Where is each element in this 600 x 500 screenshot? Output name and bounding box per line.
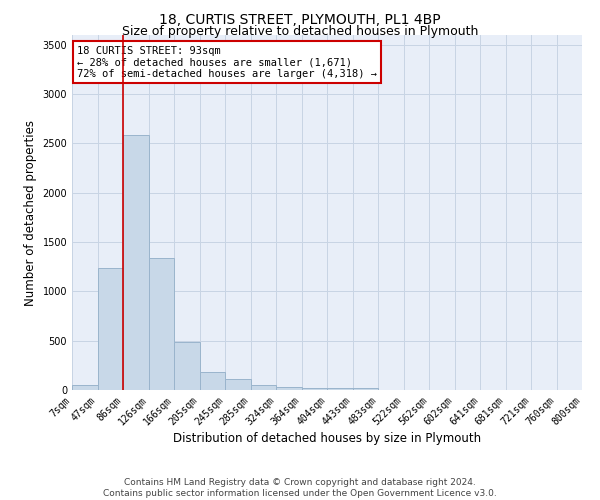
- Bar: [97, 268, 123, 390]
- Bar: [353, 388, 378, 390]
- Bar: [149, 258, 174, 390]
- Bar: [302, 388, 327, 390]
- Text: 18, CURTIS STREET, PLYMOUTH, PL1 4BP: 18, CURTIS STREET, PLYMOUTH, PL1 4BP: [159, 12, 441, 26]
- Bar: [123, 134, 149, 390]
- Bar: [72, 385, 97, 390]
- Text: Contains HM Land Registry data © Crown copyright and database right 2024.
Contai: Contains HM Land Registry data © Crown c…: [103, 478, 497, 498]
- Bar: [251, 384, 276, 390]
- Bar: [225, 378, 251, 390]
- Text: 18 CURTIS STREET: 93sqm
← 28% of detached houses are smaller (1,671)
72% of semi: 18 CURTIS STREET: 93sqm ← 28% of detache…: [77, 46, 377, 79]
- X-axis label: Distribution of detached houses by size in Plymouth: Distribution of detached houses by size …: [173, 432, 481, 446]
- Bar: [199, 372, 225, 390]
- Text: Size of property relative to detached houses in Plymouth: Size of property relative to detached ho…: [122, 25, 478, 38]
- Bar: [327, 388, 353, 390]
- Bar: [276, 387, 302, 390]
- Bar: [174, 342, 199, 390]
- Y-axis label: Number of detached properties: Number of detached properties: [24, 120, 37, 306]
